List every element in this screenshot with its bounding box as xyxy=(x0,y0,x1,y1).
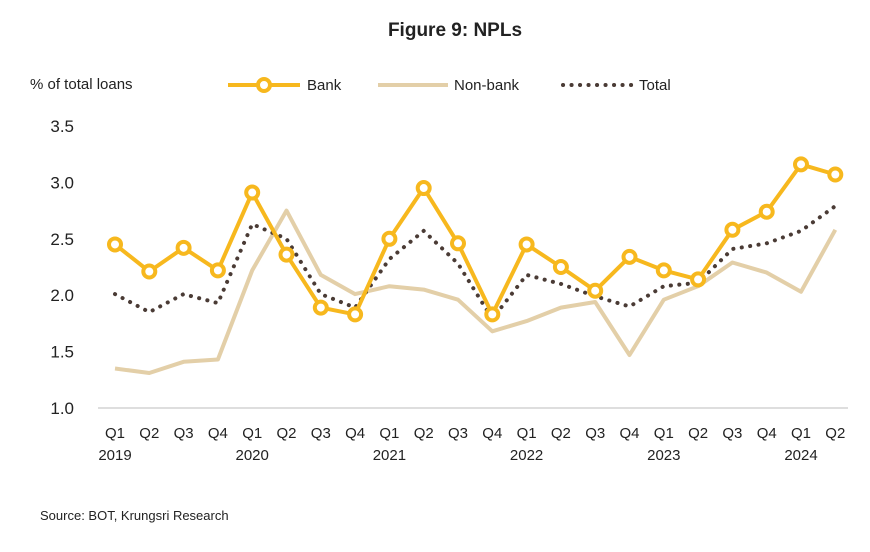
x-tick-label: Q3 xyxy=(722,425,742,442)
x-tick-label: Q4 xyxy=(619,425,639,442)
data-point-bank xyxy=(278,246,295,263)
legend-marker-bank xyxy=(256,77,272,93)
data-point-bank xyxy=(655,262,672,279)
x-tick-label: Q1 xyxy=(242,425,262,442)
series-line-total xyxy=(113,204,838,321)
x-tick-label: Q4 xyxy=(345,425,365,442)
y-tick-label: 3.0 xyxy=(50,173,74,192)
data-point-bank xyxy=(690,271,707,288)
y-tick-label: 2.0 xyxy=(50,286,74,305)
legend-item-non-bank: Non-bank xyxy=(378,77,520,94)
legend-item-total: Total xyxy=(561,77,671,94)
chart-title: Figure 9: NPLs xyxy=(388,20,522,41)
x-tick-label: Q1 xyxy=(654,425,674,442)
x-tick-label: Q2 xyxy=(551,425,571,442)
x-tick-label: Q3 xyxy=(585,425,605,442)
x-tick-label: Q4 xyxy=(757,425,777,442)
data-point-bank xyxy=(758,203,775,220)
legend-label-bank: Bank xyxy=(307,77,342,94)
data-point-bank xyxy=(484,306,501,323)
data-point-bank xyxy=(415,180,432,197)
year-label: 2022 xyxy=(510,447,543,464)
series-line-bank xyxy=(113,162,836,317)
legend-item-bank: Bank xyxy=(228,77,342,94)
x-tick-label: Q2 xyxy=(139,425,159,442)
year-label: 2021 xyxy=(373,447,406,464)
x-tick-label: Q2 xyxy=(688,425,708,442)
year-label: 2023 xyxy=(647,447,680,464)
data-point-bank xyxy=(312,299,329,316)
y-tick-label: 1.5 xyxy=(50,343,74,362)
series-line-non-bank xyxy=(114,208,838,375)
data-point-bank xyxy=(518,236,535,253)
data-point-bank xyxy=(552,259,569,275)
data-point-bank xyxy=(793,156,809,173)
data-point-bank xyxy=(450,235,466,252)
x-axis: Q1 Q2 Q3 Q4 Q1 Q2 Q3 Q4 Q1 Q2 Q3 Q4 Q1 Q2 Q3 Q4 Q1 Q2 Q3 Q4… xyxy=(98,425,845,464)
y-tick-label: 1.0 xyxy=(50,399,74,418)
year-label: 2020 xyxy=(236,447,269,464)
y-axis: 1.0 1.5 2.0 2.5 3.0 3.5 xyxy=(50,117,74,418)
data-point-bank xyxy=(107,236,123,253)
legend: Bank Non-bank Total xyxy=(228,77,671,94)
legend-label-non-bank: Non-bank xyxy=(454,77,520,94)
x-tick-label: Q3 xyxy=(174,425,194,442)
data-point-bank xyxy=(141,263,158,280)
data-point-bank xyxy=(244,184,261,201)
data-point-bank xyxy=(381,230,398,247)
y-tick-label: 2.5 xyxy=(50,230,74,249)
data-point-bank xyxy=(587,282,604,299)
year-label: 2019 xyxy=(98,447,131,464)
x-tick-label: Q1 xyxy=(105,425,125,442)
x-tick-label: Q1 xyxy=(517,425,537,442)
legend-label-total: Total xyxy=(639,77,671,94)
y-axis-unit-label: % of total loans xyxy=(30,76,133,93)
data-point-bank xyxy=(209,262,226,279)
x-tick-label: Q1 xyxy=(791,425,811,442)
x-tick-label: Q1 xyxy=(379,425,399,442)
x-tick-label: Q4 xyxy=(482,425,502,442)
x-tick-label: Q2 xyxy=(414,425,434,442)
plot-area xyxy=(107,156,844,375)
data-point-bank xyxy=(827,166,844,183)
data-point-bank xyxy=(175,239,192,256)
x-tick-label: Q2 xyxy=(276,425,296,442)
source-note: Source: BOT, Krungsri Research xyxy=(40,508,229,523)
x-tick-label: Q3 xyxy=(448,425,468,442)
x-tick-label: Q4 xyxy=(208,425,228,442)
x-tick-label: Q2 xyxy=(825,425,845,442)
y-tick-label: 3.5 xyxy=(50,117,74,136)
data-point-bank xyxy=(724,221,741,238)
data-point-bank xyxy=(621,248,638,265)
x-tick-label: Q3 xyxy=(311,425,331,442)
data-point-bank xyxy=(347,306,364,323)
year-label: 2024 xyxy=(784,447,817,464)
